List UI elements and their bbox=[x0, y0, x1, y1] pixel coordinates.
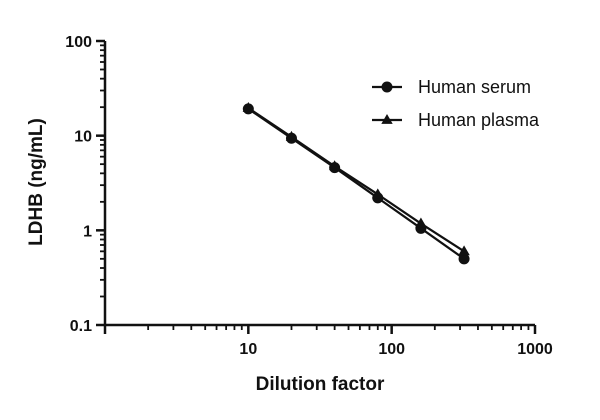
legend: Human serum Human plasma bbox=[372, 77, 540, 130]
legend-marker bbox=[381, 114, 393, 124]
axes: 10 100 1000 0.1 1 10 100 bbox=[65, 34, 553, 358]
legend-label: Human plasma bbox=[418, 110, 540, 130]
legend-item: Human serum bbox=[372, 77, 531, 97]
y-tick-label: 100 bbox=[65, 34, 92, 51]
series-line bbox=[247, 107, 465, 260]
data-point bbox=[328, 160, 341, 171]
x-axis-title: Dilution factor bbox=[256, 374, 385, 395]
y-tick-label: 1 bbox=[83, 223, 92, 240]
data-point bbox=[458, 253, 470, 265]
legend-marker bbox=[381, 81, 393, 93]
data-point bbox=[372, 188, 384, 199]
series-layer bbox=[242, 101, 470, 265]
data-point bbox=[458, 245, 470, 256]
series-line bbox=[247, 107, 465, 253]
x-tick-label: 10 bbox=[239, 341, 257, 358]
y-tick-label: 10 bbox=[74, 129, 92, 146]
data-point bbox=[415, 217, 427, 228]
legend-item: Human plasma bbox=[372, 110, 540, 130]
x-tick-label: 100 bbox=[378, 341, 405, 358]
legend-label: Human serum bbox=[418, 77, 531, 97]
y-axis-title: LDHB (ng/mL) bbox=[26, 118, 47, 246]
y-tick-label: 0.1 bbox=[70, 318, 92, 335]
series-triangle bbox=[242, 101, 470, 256]
data-point bbox=[285, 130, 298, 141]
data-point bbox=[242, 101, 255, 112]
x-tick-label: 1000 bbox=[517, 341, 553, 358]
